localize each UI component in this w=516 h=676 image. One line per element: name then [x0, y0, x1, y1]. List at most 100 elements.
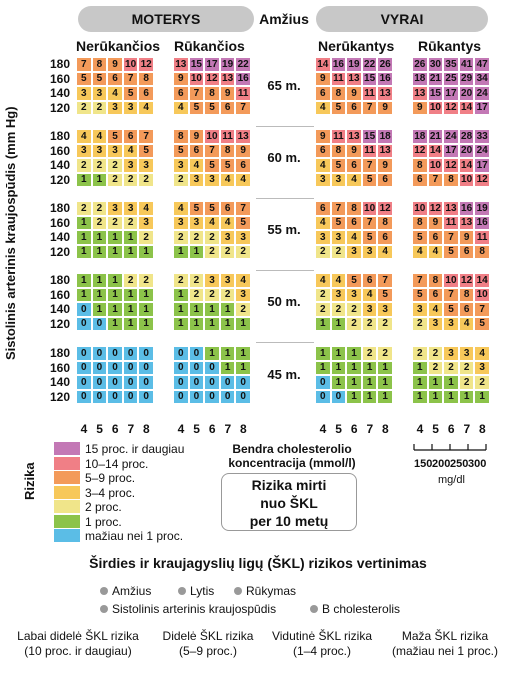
- risk-cell-men-nonsmoking: 1: [346, 375, 362, 390]
- risk-cell-men-smoking: 17: [474, 100, 490, 115]
- risk-cell-men-nonsmoking: 2: [330, 302, 347, 317]
- risk-cell-women-nonsmoking: 5: [91, 71, 108, 86]
- risk-cell-women-nonsmoking: 0: [91, 316, 108, 331]
- risk-cell-women-smoking: 0: [173, 346, 189, 361]
- risk-cell-women-smoking: 0: [204, 389, 220, 404]
- risk-cell-women-nonsmoking: 1: [91, 273, 108, 288]
- risk-cell-men-smoking: 5: [412, 287, 428, 302]
- x-tick-label: 4: [319, 422, 327, 436]
- x-tick-label: 8: [240, 422, 247, 436]
- risk-cell-women-nonsmoking: 1: [107, 230, 123, 245]
- risk-cell-women-smoking: 5: [204, 158, 220, 173]
- factor-smoking: Rūkymas: [234, 584, 296, 598]
- risk-cell-women-nonsmoking: 5: [122, 86, 139, 101]
- risk-cell-men-nonsmoking: 16: [330, 57, 347, 72]
- risk-cell-men-nonsmoking: 16: [377, 71, 393, 86]
- risk-cell-women-nonsmoking: 5: [138, 143, 154, 158]
- risk-cell-men-nonsmoking: 3: [361, 302, 378, 317]
- risk-cell-men-smoking: 12: [474, 172, 490, 187]
- risk-cell-men-nonsmoking: 1: [361, 375, 378, 390]
- category-low-line2: (mažiau nei 1 proc.): [391, 644, 499, 658]
- risk-cell-men-smoking: 2: [458, 360, 475, 375]
- risk-cell-men-smoking: 10: [474, 287, 490, 302]
- risk-box-line1: Rizika mirti: [251, 477, 327, 493]
- risk-cell-men-smoking: 6: [427, 230, 444, 245]
- y-tick-label: 180: [49, 57, 70, 71]
- risk-cell-women-smoking: 1: [188, 302, 205, 317]
- risk-cell-men-nonsmoking: 3: [346, 287, 362, 302]
- risk-cell-men-smoking: 1: [412, 360, 428, 375]
- risk-cell-women-smoking: 22: [235, 57, 251, 72]
- risk-cell-women-smoking: 9: [219, 86, 236, 101]
- risk-cell-women-nonsmoking: 0: [91, 375, 108, 390]
- risk-cell-women-nonsmoking: 12: [138, 57, 154, 72]
- risk-cell-women-smoking: 3: [188, 215, 205, 230]
- risk-cell-men-smoking: 19: [474, 201, 490, 216]
- risk-cell-women-smoking: 5: [173, 143, 189, 158]
- risk-cell-women-nonsmoking: 1: [138, 316, 154, 331]
- risk-cell-women-smoking: 8: [173, 129, 189, 144]
- risk-cell-men-smoking: 20: [458, 143, 475, 158]
- risk-cell-women-smoking: 15: [188, 57, 205, 72]
- risk-cell-women-nonsmoking: 2: [76, 201, 92, 216]
- risk-cell-women-smoking: 7: [204, 143, 220, 158]
- cholesterol-label-line2: koncentracija (mmol/l): [228, 456, 356, 470]
- risk-cell-men-nonsmoking: 5: [361, 172, 378, 187]
- risk-cell-men-nonsmoking: 1: [330, 375, 347, 390]
- risk-cell-men-smoking: 11: [474, 230, 490, 245]
- risk-cell-women-smoking: 2: [173, 230, 189, 245]
- y-tick-label: 160: [49, 143, 70, 158]
- risk-cell-women-smoking: 0: [235, 375, 251, 390]
- risk-cell-women-nonsmoking: 1: [138, 244, 154, 259]
- risk-cell-women-smoking: 8: [204, 86, 220, 101]
- risk-cell-men-nonsmoking: 8: [330, 143, 347, 158]
- risk-cell-women-nonsmoking: 1: [107, 302, 123, 317]
- risk-cell-men-nonsmoking: 3: [346, 244, 362, 259]
- risk-cell-men-smoking: 17: [443, 143, 459, 158]
- risk-cell-women-smoking: 0: [219, 389, 236, 404]
- risk-cell-men-smoking: 3: [443, 316, 459, 331]
- risk-cell-women-smoking: 1: [219, 360, 236, 375]
- x-tick-label: 7: [224, 422, 232, 436]
- risk-cell-women-nonsmoking: 0: [122, 389, 139, 404]
- risk-cell-men-smoking: 26: [412, 57, 428, 72]
- risk-cell-women-smoking: 2: [188, 273, 205, 288]
- risk-cell-men-smoking: 8: [412, 158, 428, 173]
- risk-cell-men-smoking: 8: [412, 215, 428, 230]
- risk-cell-women-smoking: 2: [204, 287, 220, 302]
- risk-cell-men-smoking: 2: [412, 316, 428, 331]
- risk-cell-men-smoking: 24: [474, 86, 490, 101]
- risk-cell-women-smoking: 1: [173, 316, 189, 331]
- age-separator: [256, 198, 314, 199]
- risk-cell-women-nonsmoking: 2: [107, 158, 123, 173]
- risk-cell-women-nonsmoking: 1: [107, 244, 123, 259]
- risk-cell-women-nonsmoking: 0: [76, 346, 92, 361]
- risk-cell-men-nonsmoking: 6: [346, 100, 362, 115]
- risk-cell-men-smoking: 12: [443, 158, 459, 173]
- risk-cell-women-nonsmoking: 7: [138, 129, 154, 144]
- risk-cell-women-smoking: 4: [235, 273, 251, 288]
- risk-cell-women-smoking: 2: [204, 230, 220, 245]
- mgdl-tick-label: 150: [414, 458, 433, 470]
- risk-cell-women-nonsmoking: 1: [91, 230, 108, 245]
- risk-cell-women-smoking: 5: [204, 100, 220, 115]
- y-tick-label: 140: [49, 86, 70, 100]
- risk-cell-women-nonsmoking: 8: [91, 57, 108, 72]
- risk-cell-women-smoking: 2: [173, 172, 189, 187]
- mgdl-tick-label: 300: [468, 458, 487, 470]
- risk-cell-men-smoking: 14: [427, 143, 444, 158]
- risk-cell-men-smoking: 24: [443, 129, 459, 144]
- risk-cell-women-smoking: 5: [204, 201, 220, 216]
- risk-box: Rizika mirti nuo ŠKL per 10 metų: [221, 473, 357, 531]
- risk-cell-women-smoking: 3: [235, 287, 251, 302]
- x-tick-label: 6: [208, 422, 216, 436]
- risk-cell-women-smoking: 0: [219, 375, 236, 390]
- risk-cell-women-nonsmoking: 1: [107, 273, 123, 288]
- factor-blood-pressure: Sistolinis arterinis kraujospūdis: [100, 602, 276, 616]
- risk-cell-men-smoking: 16: [458, 201, 475, 216]
- risk-cell-women-nonsmoking: 2: [76, 158, 92, 173]
- risk-cell-men-nonsmoking: 1: [361, 360, 378, 375]
- risk-cell-women-nonsmoking: 3: [122, 201, 139, 216]
- factor-dot: [100, 605, 108, 613]
- category-high: Didelė ŠKL rizika (5–9 proc.): [152, 629, 264, 659]
